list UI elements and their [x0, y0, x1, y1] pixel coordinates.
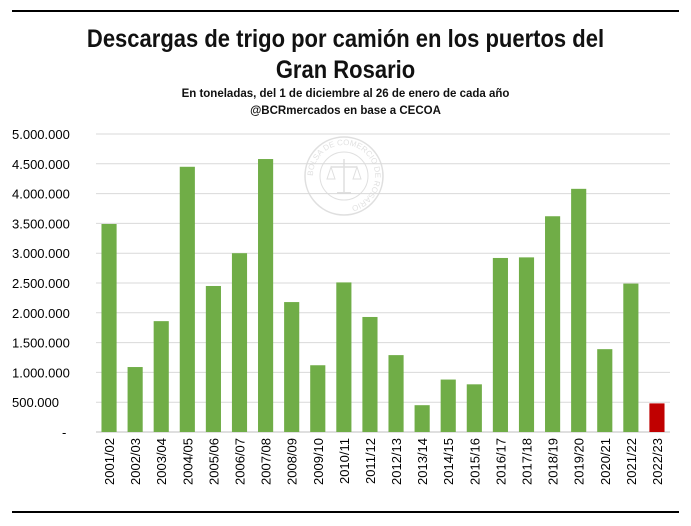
bar-2021-22	[623, 283, 639, 432]
bar-2012-13	[388, 355, 404, 432]
chart-subtitle: En toneladas, del 1 de diciembre al 26 d…	[181, 88, 510, 100]
bar-2008-09	[284, 302, 300, 432]
bar-2014-15	[440, 379, 456, 432]
bar-2009-10	[310, 365, 326, 432]
bar-2018-19	[545, 216, 561, 432]
bar-2016-17	[492, 257, 508, 432]
y-tick-label: 4.000.000	[12, 187, 70, 202]
bars	[101, 159, 665, 433]
bar-2007-08	[258, 159, 274, 433]
chart-title: Descargas de trigo por camión en los pue…	[41, 24, 649, 86]
y-tick-label: 1.000.000	[12, 365, 70, 380]
bar-2020-21	[597, 349, 613, 432]
y-tick-label: 500.000	[12, 395, 59, 410]
x-tick-label: 2007/08	[259, 438, 274, 485]
x-tick-label: 2008/09	[285, 438, 300, 485]
y-tick-label: -	[62, 425, 66, 440]
x-tick-label: 2011/12	[363, 438, 378, 484]
bar-2003-04	[153, 321, 169, 432]
x-tick-label: 2022/23	[650, 438, 665, 485]
x-tick-label: 2006/07	[233, 438, 248, 485]
bar-2004-05	[179, 166, 195, 432]
y-axis-ticks: -500.000 1.000.000 1.500.000 2.000.000 2.500…	[12, 127, 70, 440]
bar-2006-07	[231, 253, 248, 432]
bar-2010-11	[336, 282, 352, 432]
top-rule	[12, 10, 679, 12]
x-tick-label: 2010/11	[337, 438, 352, 484]
x-tick-label: 2003/04	[154, 438, 169, 485]
y-tick-label: 3.000.000	[12, 246, 70, 261]
x-tick-label: 2012/13	[389, 438, 404, 485]
y-tick-label: 4.500.000	[12, 157, 70, 172]
bar-2015-16	[466, 384, 482, 432]
bar-2005-06	[205, 285, 221, 432]
bottom-rule	[12, 511, 679, 513]
x-tick-label: 2001/02	[102, 438, 117, 485]
chart-title-line-2: Gran Rosario	[275, 56, 416, 84]
x-tick-label: 2005/06	[206, 438, 221, 485]
bar-2017-18	[518, 257, 535, 432]
x-axis-ticks: 2001/02 2002/03 2003/04 2004/05 2005/06 2006/…	[102, 438, 665, 485]
y-tick-label: 2.000.000	[12, 306, 70, 321]
x-tick-label: 2021/22	[624, 438, 639, 485]
y-tick-label: 1.500.000	[12, 336, 70, 351]
chart-source: @BCRmercados en base a CECOA	[250, 105, 441, 117]
x-tick-label: 2013/14	[415, 438, 430, 485]
x-tick-label: 2002/03	[128, 438, 143, 485]
bar-2001-02	[101, 223, 117, 432]
x-tick-label: 2020/21	[598, 438, 613, 485]
bar-2013-14	[414, 405, 430, 432]
x-tick-label: 2015/16	[467, 438, 482, 485]
y-tick-label: 5.000.000	[12, 127, 70, 142]
x-tick-label: 2017/18	[520, 438, 535, 485]
bar-2011-12	[362, 316, 378, 432]
x-tick-label: 2019/20	[572, 438, 587, 485]
x-tick-label: 2014/15	[441, 438, 456, 485]
chart-title-line-1: Descargas de trigo por camión en los pue…	[86, 25, 605, 53]
bar-2022-23	[649, 403, 665, 432]
x-tick-label: 2016/17	[493, 438, 508, 485]
y-tick-label: 3.500.000	[12, 216, 70, 231]
x-tick-label: 2018/19	[546, 438, 561, 485]
bar-2002-03	[127, 367, 143, 432]
y-tick-label: 2.500.000	[12, 276, 70, 291]
bcr-seal-watermark-icon: BOLSA DE COMERCIO DE ROSARIO	[304, 136, 384, 216]
x-tick-label: 2009/10	[311, 438, 326, 485]
x-tick-label: 2004/05	[180, 438, 195, 485]
bar-2019-20	[571, 188, 587, 432]
